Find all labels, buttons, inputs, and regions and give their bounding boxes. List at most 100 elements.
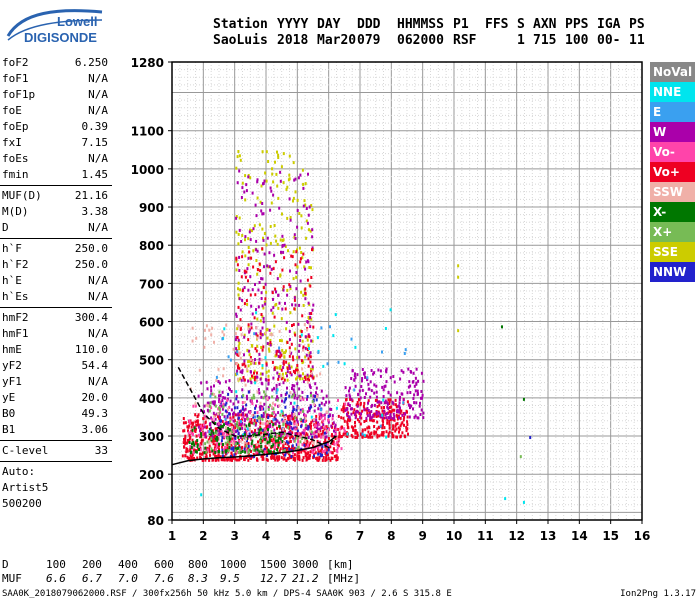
- echo-point: [388, 430, 391, 434]
- echo-point: [211, 392, 214, 396]
- echo-point: [331, 433, 333, 437]
- echo-point: [348, 404, 351, 407]
- echo-point: [253, 455, 255, 459]
- echo-point: [287, 362, 290, 366]
- footer-muf-value: 6.6: [46, 572, 66, 585]
- echo-point: [288, 197, 291, 201]
- echo-point: [407, 385, 410, 389]
- echo-point: [233, 411, 235, 415]
- echo-point: [303, 443, 306, 447]
- echo-point: [234, 452, 237, 456]
- echo-point: [238, 297, 241, 301]
- echo-point: [218, 431, 221, 435]
- echo-point: [363, 371, 366, 375]
- echo-point: [263, 300, 266, 304]
- echo-point: [273, 253, 276, 257]
- echo-point: [229, 431, 232, 435]
- echo-point: [258, 352, 261, 356]
- echo-point: [343, 362, 346, 366]
- echo-point: [282, 285, 285, 289]
- footer-muf-value: 7.6: [154, 572, 174, 585]
- echo-point: [307, 427, 310, 431]
- echo-point: [286, 341, 289, 344]
- echo-point: [270, 414, 273, 417]
- echo-point: [311, 450, 314, 454]
- echo-point: [224, 441, 227, 445]
- echo-point: [290, 425, 293, 429]
- echo-point: [379, 369, 382, 373]
- echo-point: [391, 431, 394, 435]
- footer-d-value: 200: [82, 558, 102, 571]
- y-tick-label: 600: [139, 316, 164, 330]
- echo-point: [239, 318, 242, 322]
- echo-point: [268, 414, 271, 418]
- echo-point: [233, 439, 236, 443]
- echo-point: [367, 430, 370, 434]
- echo-point: [243, 190, 246, 194]
- echo-point: [212, 458, 215, 462]
- echo-point: [200, 424, 202, 428]
- x-tick-label: 11: [477, 529, 494, 543]
- echo-point: [240, 413, 243, 417]
- echo-point: [216, 438, 219, 442]
- echo-point: [312, 452, 315, 456]
- echo-point: [200, 442, 203, 446]
- echo-point: [254, 446, 257, 450]
- echo-point: [221, 443, 224, 446]
- echo-point: [392, 416, 395, 420]
- echo-point: [311, 439, 314, 443]
- echo-point: [311, 419, 314, 423]
- echo-point: [204, 337, 207, 341]
- echo-point: [369, 413, 372, 417]
- echo-point: [310, 276, 313, 279]
- echo-point: [344, 386, 347, 390]
- echo-point: [234, 447, 237, 451]
- echo-point: [214, 443, 217, 447]
- echo-point: [250, 322, 253, 326]
- echo-point: [191, 438, 194, 442]
- echo-point: [406, 400, 409, 404]
- echo-point: [209, 404, 211, 408]
- x-tick-label: 14: [571, 529, 588, 543]
- echo-point: [259, 439, 262, 443]
- echo-point: [228, 430, 231, 433]
- echo-point: [255, 349, 258, 353]
- echo-point: [248, 330, 251, 334]
- echo-point: [346, 412, 348, 416]
- echo-point: [383, 406, 385, 409]
- echo-point: [366, 411, 369, 415]
- echo-point: [383, 416, 386, 420]
- echo-point: [262, 236, 264, 240]
- echo-point: [296, 198, 299, 202]
- echo-point: [380, 406, 383, 410]
- echo-point: [308, 205, 311, 209]
- echo-point: [190, 421, 192, 425]
- echo-point: [188, 433, 191, 437]
- echo-point: [304, 420, 306, 423]
- echo-point: [268, 439, 271, 443]
- echo-point: [350, 433, 353, 437]
- echo-point: [214, 451, 217, 454]
- param-row-fmin: fmin 1.45: [0, 167, 112, 183]
- echo-point: [322, 450, 325, 453]
- echo-point: [304, 346, 307, 350]
- echo-point: [293, 420, 296, 424]
- x-tick-label: 10: [446, 529, 463, 543]
- echo-point: [274, 287, 277, 291]
- echo-point: [228, 379, 231, 383]
- echo-point: [285, 327, 288, 331]
- echo-point: [252, 227, 255, 231]
- echo-point: [251, 402, 254, 406]
- echo-point: [224, 403, 227, 407]
- echo-point: [253, 378, 256, 382]
- echo-point: [317, 430, 320, 434]
- echo-point: [276, 395, 279, 399]
- echo-point: [223, 450, 226, 454]
- echo-point: [308, 378, 310, 382]
- echo-point: [239, 370, 242, 374]
- echo-point: [354, 384, 357, 388]
- echo-point: [311, 365, 314, 369]
- echo-point: [299, 374, 302, 378]
- echo-point: [247, 435, 250, 439]
- echo-point: [375, 412, 378, 416]
